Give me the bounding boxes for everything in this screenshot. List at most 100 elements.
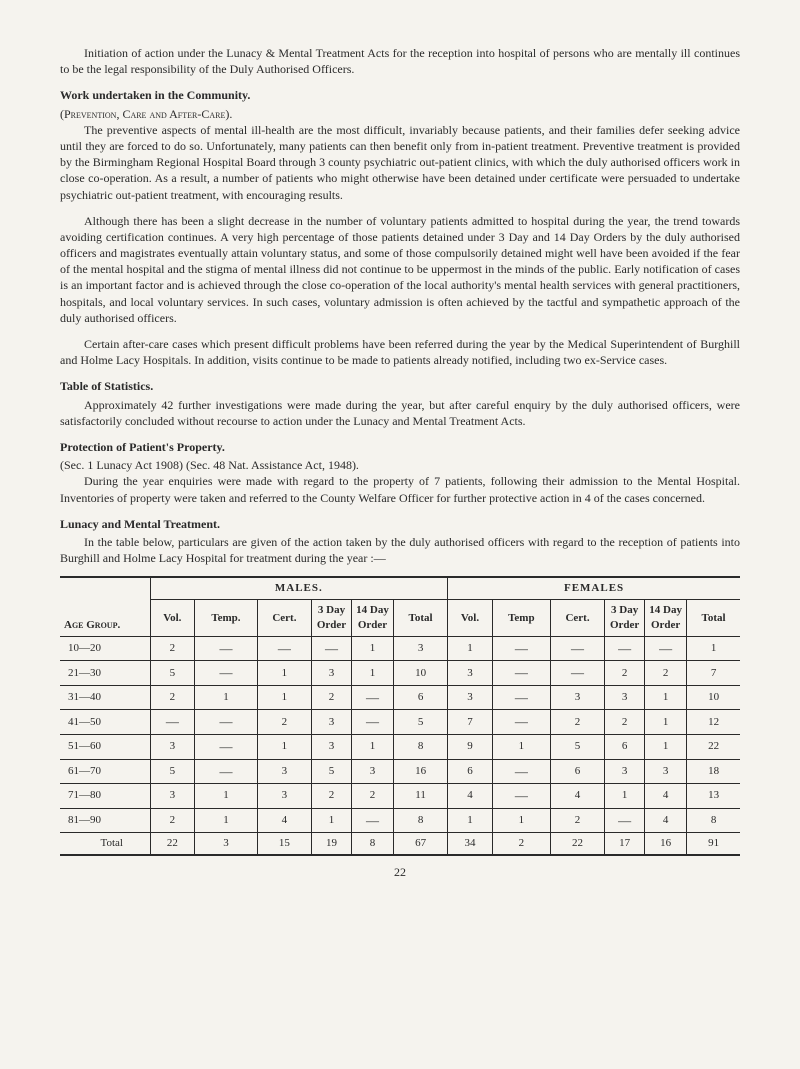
table-cell: 2 — [605, 710, 645, 735]
col-14day-m: 14 Day Order — [352, 600, 394, 637]
table-cell: 6 — [605, 734, 645, 759]
table-cell: 3 — [312, 734, 352, 759]
table-cell: 2 — [257, 710, 311, 735]
table-row: 31—402112—63—33110 — [60, 685, 740, 710]
col-temp-f: Temp — [492, 600, 550, 637]
age-cell: 81—90 — [60, 808, 150, 833]
intro-para: Initiation of action under the Lunacy & … — [60, 45, 740, 77]
table-cell: 2 — [150, 636, 195, 661]
table-row: 10—202———131————1 — [60, 636, 740, 661]
table-cell: 16 — [645, 833, 687, 855]
table-cell: — — [195, 734, 258, 759]
table-cell: 9 — [448, 734, 493, 759]
col-cert-f: Cert. — [550, 600, 604, 637]
col-3day-m: 3 Day Order — [312, 600, 352, 637]
table-cell: 3 — [150, 784, 195, 809]
females-header: FEMALES — [448, 577, 740, 599]
subheading-prevention: (Prevention, Care and After-Care). — [60, 106, 740, 122]
table-cell: 2 — [550, 710, 604, 735]
table-cell: 2 — [352, 784, 394, 809]
col-temp-m: Temp. — [195, 600, 258, 637]
table-cell: 1 — [605, 784, 645, 809]
table-cell: 7 — [448, 710, 493, 735]
col-3day-f: 3 Day Order — [605, 600, 645, 637]
table-cell: 1 — [448, 636, 493, 661]
table-cell: 3 — [605, 685, 645, 710]
table-cell: 6 — [550, 759, 604, 784]
table-cell: 3 — [150, 734, 195, 759]
para-aftercare: Certain after-care cases which present d… — [60, 336, 740, 368]
total-label: Total — [60, 833, 150, 855]
table-cell: 5 — [394, 710, 448, 735]
table-cell: — — [492, 685, 550, 710]
table-cell: 3 — [550, 685, 604, 710]
table-cell: 1 — [195, 685, 258, 710]
table-cell: 1 — [448, 808, 493, 833]
table-cell: 22 — [550, 833, 604, 855]
age-cell: 71—80 — [60, 784, 150, 809]
col-total-m: Total — [394, 600, 448, 637]
table-cell: — — [257, 636, 311, 661]
table-cell: — — [492, 636, 550, 661]
table-cell: 1 — [195, 808, 258, 833]
table-cell: 1 — [257, 734, 311, 759]
age-group-label: Age Group. — [64, 619, 120, 631]
heading-statistics: Table of Statistics. — [60, 378, 740, 394]
table-cell: — — [492, 661, 550, 686]
table-cell: 1 — [352, 636, 394, 661]
table-row: 51—603—13189156122 — [60, 734, 740, 759]
table-cell: 8 — [352, 833, 394, 855]
table-cell: 1 — [257, 685, 311, 710]
table-cell: 12 — [687, 710, 740, 735]
heading-property: Protection of Patient's Property. — [60, 439, 740, 455]
page-number: 22 — [60, 864, 740, 880]
table-cell: 1 — [257, 661, 311, 686]
para-preventive: The preventive aspects of mental ill-hea… — [60, 122, 740, 203]
table-cell: 1 — [645, 734, 687, 759]
age-cell: 41—50 — [60, 710, 150, 735]
table-cell: 16 — [394, 759, 448, 784]
heading-work: Work undertaken in the Community. — [60, 87, 740, 103]
table-cell: 4 — [645, 784, 687, 809]
col-vol-m: Vol. — [150, 600, 195, 637]
males-header: MALES. — [150, 577, 448, 599]
age-cell: 61—70 — [60, 759, 150, 784]
table-cell: 10 — [394, 661, 448, 686]
table-cell: 8 — [687, 808, 740, 833]
table-cell: 3 — [195, 833, 258, 855]
table-cell: 13 — [687, 784, 740, 809]
age-cell: 10—20 — [60, 636, 150, 661]
col-vol-f: Vol. — [448, 600, 493, 637]
table-cell: 67 — [394, 833, 448, 855]
para-investigations: Approximately 42 further investigations … — [60, 397, 740, 429]
para-property: During the year enquiries were made with… — [60, 473, 740, 505]
col-total-f: Total — [687, 600, 740, 637]
table-cell: 1 — [645, 685, 687, 710]
table-cell: 34 — [448, 833, 493, 855]
table-cell: 2 — [605, 661, 645, 686]
table-cell: — — [605, 636, 645, 661]
table-cell: — — [645, 636, 687, 661]
table-cell: — — [150, 710, 195, 735]
table-cell: 7 — [687, 661, 740, 686]
table-cell: 3 — [312, 710, 352, 735]
table-cell: 22 — [150, 833, 195, 855]
table-cell: 4 — [550, 784, 604, 809]
table-cell: — — [195, 710, 258, 735]
age-cell: 51—60 — [60, 734, 150, 759]
table-cell: — — [352, 685, 394, 710]
table-cell: 3 — [448, 661, 493, 686]
para-decrease: Although there has been a slight decreas… — [60, 213, 740, 326]
table-cell: 1 — [352, 734, 394, 759]
table-cell: 19 — [312, 833, 352, 855]
table-cell: 3 — [605, 759, 645, 784]
table-cell: 5 — [150, 759, 195, 784]
table-cell: 1 — [352, 661, 394, 686]
table-total-row: Total223151986734222171691 — [60, 833, 740, 855]
table-cell: 3 — [352, 759, 394, 784]
table-cell: 8 — [394, 808, 448, 833]
table-cell: 1 — [492, 734, 550, 759]
table-cell: 3 — [394, 636, 448, 661]
table-cell: 4 — [257, 808, 311, 833]
table-cell: — — [195, 759, 258, 784]
